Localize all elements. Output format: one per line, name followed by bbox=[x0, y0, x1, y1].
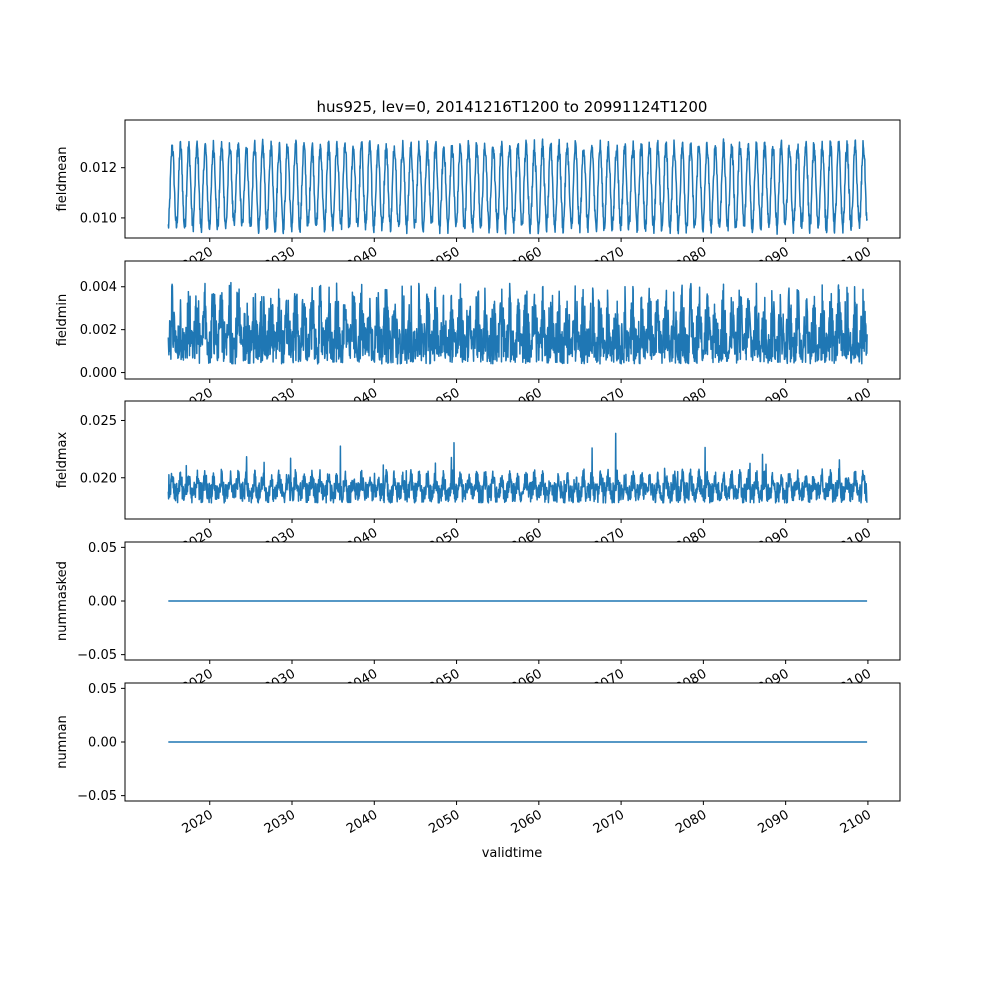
subplot-numnan: −0.05 0.00 0.05 2020 2030 2040 2050 2060 2070 208… bbox=[55, 682, 901, 837]
y-tick-label: 0.00 bbox=[88, 595, 117, 610]
x-tick-label: 2100 bbox=[838, 807, 874, 837]
x-tick-label: 2080 bbox=[673, 807, 709, 837]
x-tick-label: 2040 bbox=[344, 807, 380, 837]
y-tick-label: 0.05 bbox=[88, 682, 117, 697]
y-axis-label-fieldmax: fieldmax bbox=[55, 432, 70, 489]
series-line-fieldmean bbox=[167, 138, 868, 235]
subplots: 0.010 0.012 2020 2030 2040 2050 2060 2070 2080 20… bbox=[55, 119, 901, 837]
y-axis-label-fieldmean: fieldmean bbox=[55, 147, 70, 212]
y-tick-label: 0.012 bbox=[80, 161, 117, 176]
x-tick-label: 2060 bbox=[509, 807, 545, 837]
y-axis-label-fieldmin: fieldmin bbox=[55, 294, 70, 347]
series-line-fieldmax bbox=[167, 432, 868, 504]
x-tick-label: 2090 bbox=[755, 807, 791, 837]
y-tick-label: 0.00 bbox=[88, 736, 117, 751]
y-tick-label: 0.002 bbox=[80, 323, 117, 338]
x-tick-label: 2050 bbox=[426, 807, 462, 837]
y-tick-label: 0.004 bbox=[80, 280, 117, 295]
x-tick-label: 2070 bbox=[591, 807, 627, 837]
y-tick-label: −0.05 bbox=[77, 648, 117, 663]
y-tick-label: −0.05 bbox=[77, 789, 117, 804]
x-tick-label: 2030 bbox=[262, 807, 298, 837]
y-tick-label: 0.025 bbox=[80, 414, 117, 429]
y-tick-label: 0.010 bbox=[80, 211, 117, 226]
series-line-fieldmin bbox=[167, 281, 868, 365]
axes-frame bbox=[124, 119, 901, 239]
y-tick-label: 0.05 bbox=[88, 541, 117, 556]
axes-frame bbox=[124, 400, 901, 520]
y-axis-label-numnan: numnan bbox=[55, 715, 70, 769]
y-axis-label-nummasked: nummasked bbox=[55, 561, 70, 641]
y-tick-label: 0.020 bbox=[80, 471, 117, 486]
y-tick-label: 0.000 bbox=[80, 366, 117, 381]
axes-frame bbox=[124, 260, 901, 380]
x-tick-label: 2020 bbox=[180, 807, 216, 837]
figure-title: hus925, lev=0, 20141216T1200 to 20991124… bbox=[317, 98, 708, 116]
x-axis-label: validtime bbox=[482, 846, 543, 861]
